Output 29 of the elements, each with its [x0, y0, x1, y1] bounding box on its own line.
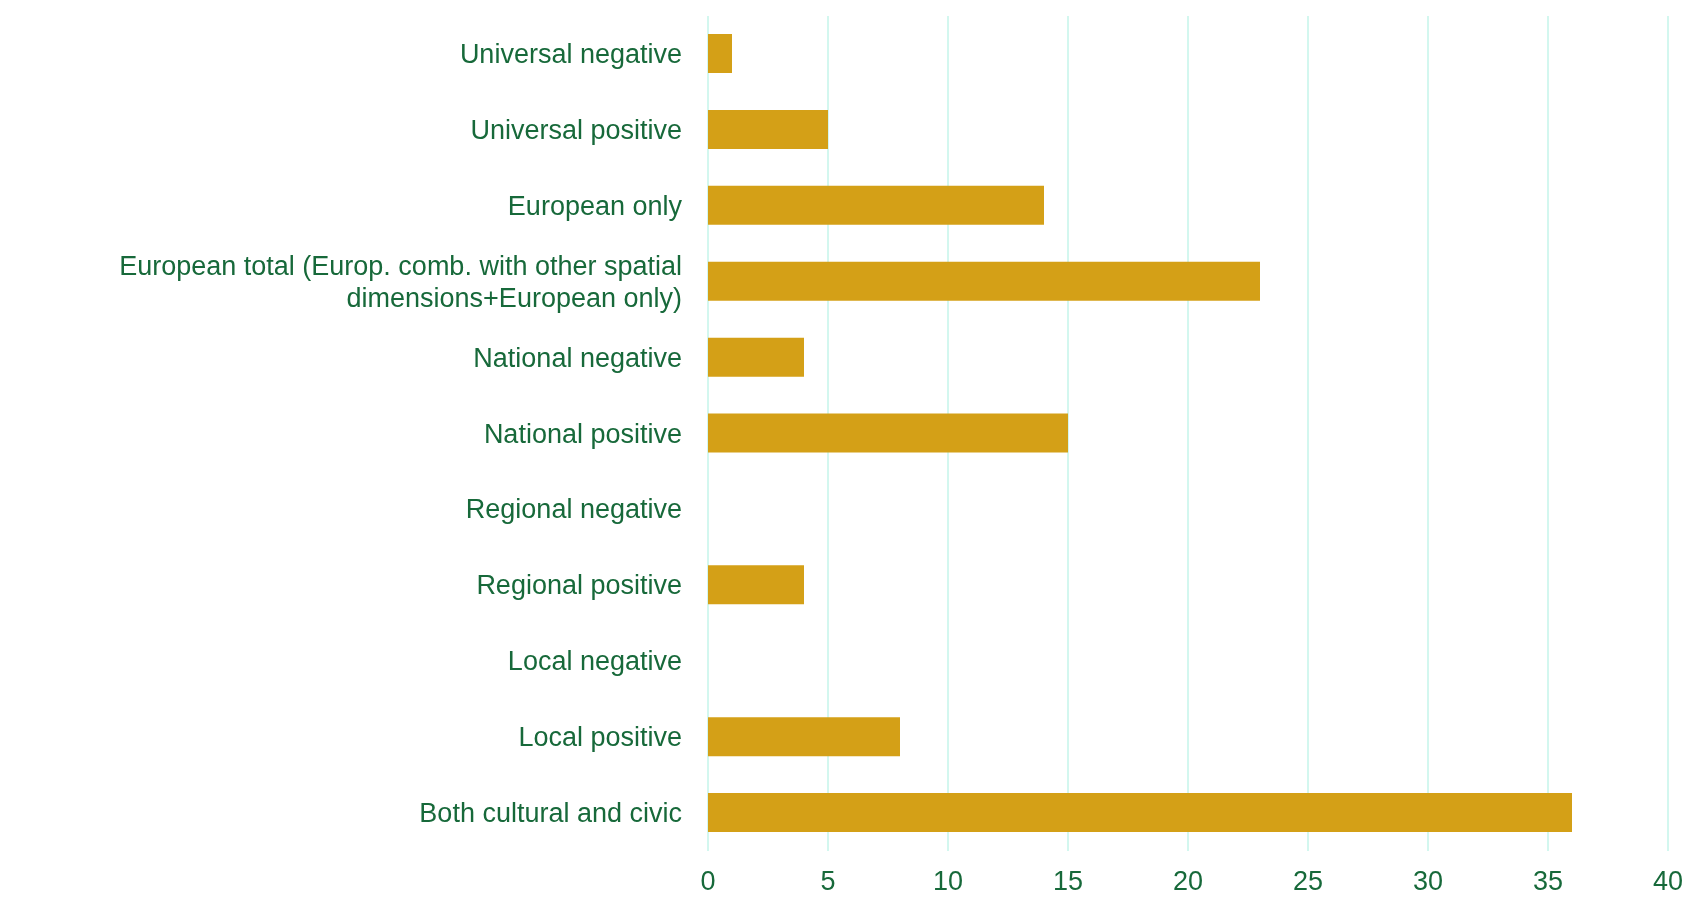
bar [708, 413, 1068, 453]
y-tick-label: European only [507, 190, 683, 221]
x-tick-label: 35 [1532, 866, 1564, 897]
bar [708, 185, 1044, 225]
bar [708, 565, 804, 605]
x-tick-label: 0 [700, 866, 716, 897]
y-tick-label: European total (Europ. comb. with other spatial dimensions+European only) [119, 250, 682, 313]
y-tick-label: National positive [483, 418, 682, 449]
bar [708, 337, 804, 377]
bar [708, 793, 1572, 833]
y-tick-label: Both cultural and civic [419, 798, 682, 829]
bar [708, 717, 900, 757]
y-tick-label: Local positive [518, 722, 682, 753]
y-tick-label: Regional negative [465, 494, 682, 525]
y-tick-label: Universal negative [459, 38, 682, 69]
bar [708, 34, 732, 73]
y-tick-label: Regional positive [476, 570, 682, 601]
bar [708, 109, 828, 149]
bar [708, 261, 1260, 301]
x-tick-label: 30 [1412, 866, 1444, 897]
x-tick-label: 10 [932, 866, 964, 897]
y-tick-label: Universal positive [470, 114, 682, 145]
y-tick-label: Local negative [507, 646, 682, 677]
x-tick-label: 15 [1052, 866, 1084, 897]
y-tick-label: National negative [473, 342, 682, 373]
x-tick-label: 25 [1292, 866, 1324, 897]
x-tick-label: 40 [1652, 866, 1684, 897]
x-tick-label: 20 [1172, 866, 1204, 897]
x-tick-label: 5 [820, 866, 836, 897]
